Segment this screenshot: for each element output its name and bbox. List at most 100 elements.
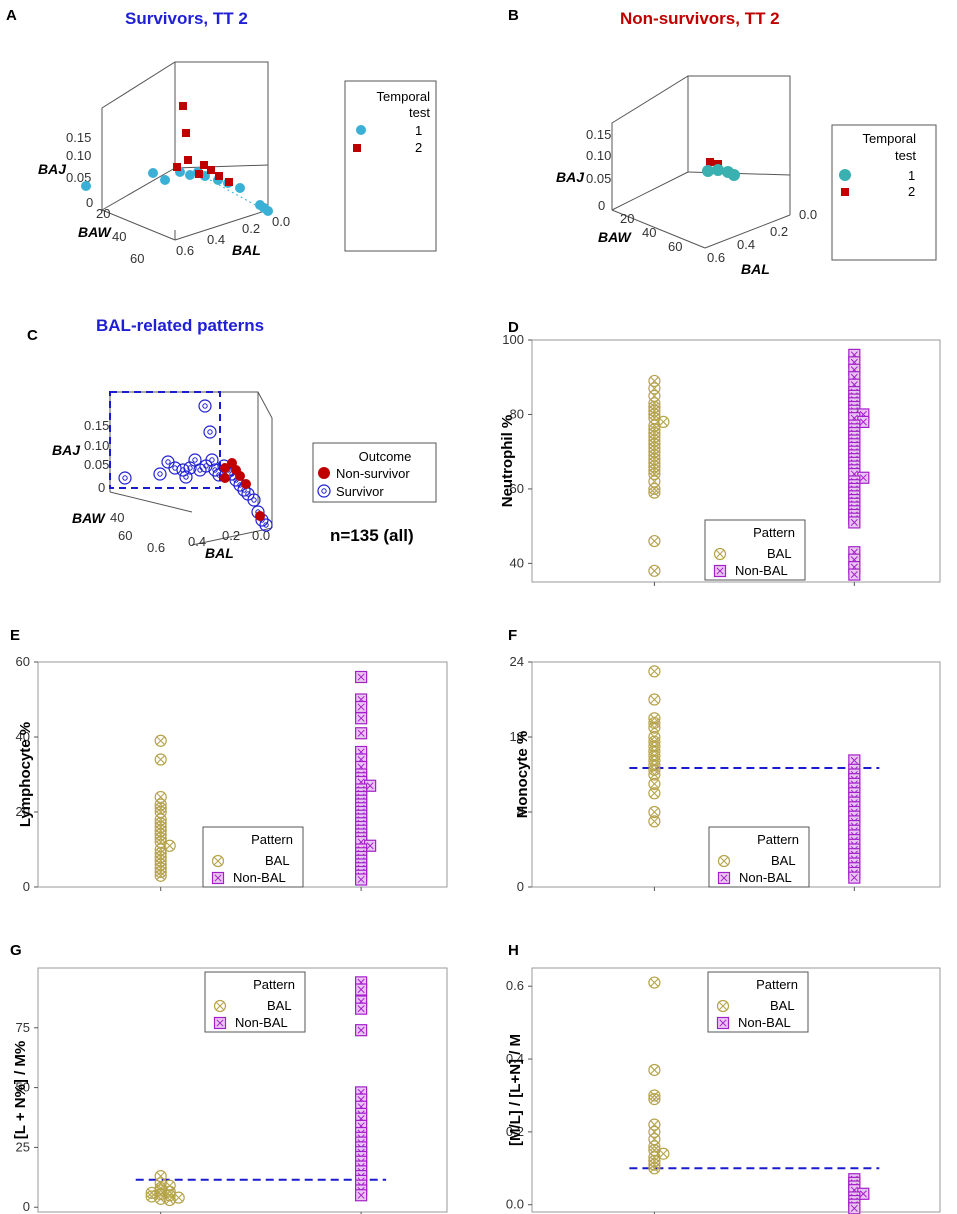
legend-entry: BAL — [767, 546, 792, 561]
tick-label: 0.0 — [799, 207, 817, 222]
tick-label: 0 — [598, 198, 605, 213]
data-point-test2 — [179, 102, 187, 110]
legend-entry: Survivor — [336, 484, 384, 499]
plot-frame — [37, 967, 448, 1213]
tick-label: 0.15 — [586, 127, 611, 142]
legend-entry: Non-BAL — [233, 870, 286, 885]
legend-title: Temporal — [377, 89, 431, 104]
axis-label-baw: BAW — [598, 229, 632, 245]
data-point-test1 — [702, 165, 714, 177]
y-tick-label: 24 — [510, 654, 524, 669]
data-point-bal — [154, 753, 167, 766]
data-point-nonbal — [355, 712, 368, 725]
axis-label-bal: BAL — [205, 545, 234, 561]
legend-entry: Non-BAL — [235, 1015, 288, 1030]
legend-title: test — [409, 105, 430, 120]
data-point-bal — [154, 734, 167, 747]
y-axis-label: Lymphocyte % — [17, 722, 34, 827]
tick-label: 0.0 — [252, 528, 270, 543]
data-point-test2 — [182, 129, 190, 137]
data-point-nonbal — [355, 873, 368, 886]
tick-label: 0.2 — [242, 221, 260, 236]
panel-c: C BAL-related patterns 0.15 0.10 0.05 0 … — [27, 316, 437, 561]
data-point-nonbal — [355, 670, 368, 684]
legend-marker-test1 — [356, 125, 366, 135]
panel-c-title: BAL-related patterns — [96, 316, 264, 335]
panel-label-d: D — [508, 319, 519, 336]
y-tick-label: 40 — [510, 555, 524, 570]
panel-b-legend: Temporal test 1 2 — [831, 124, 937, 261]
sample-size-annotation: n=135 (all) — [330, 526, 414, 545]
data-point-test2 — [225, 178, 233, 186]
legend-marker-test1 — [839, 169, 851, 181]
data-point-bal — [648, 1063, 661, 1077]
legend-title: Pattern — [756, 977, 798, 992]
data-point-nonbal — [355, 700, 368, 714]
legend-entry: Non-BAL — [735, 563, 788, 578]
panel-e: E 0 20 40 60 Lymphocyte % Pattern BAL Non-BAL — [10, 627, 448, 894]
legend-entry: 2 — [908, 184, 915, 199]
y-tick-label: 25 — [16, 1139, 30, 1154]
y-tick-label: 100 — [502, 332, 524, 347]
data-point-nonsurvivor — [235, 471, 245, 481]
data-point-bal — [648, 564, 661, 577]
tick-label: 0.4 — [207, 232, 225, 247]
legend-marker-nonbal — [211, 871, 225, 885]
legend-entry: BAL — [771, 853, 796, 868]
tick-label: 0.2 — [770, 224, 788, 239]
tick-label: 0.10 — [586, 148, 611, 163]
panel-a-3d-box — [101, 61, 269, 241]
data-point-test1 — [148, 168, 158, 178]
y-tick-label: 60 — [16, 654, 30, 669]
y-tick-label: 20 — [16, 804, 30, 819]
legend-entry: Non-BAL — [739, 870, 792, 885]
data-point-nonbal — [848, 568, 861, 581]
panel-d: D 40 60 80 100 Neutrophil % Pattern BAL Non-BAL — [499, 319, 941, 586]
panel-c-points — [118, 399, 273, 532]
tick-label: 0.10 — [66, 148, 91, 163]
dashed-selection-box — [109, 391, 221, 489]
data-point-survivor — [198, 399, 212, 413]
axis-label-baj: BAJ — [556, 169, 585, 185]
data-point-test2 — [195, 170, 203, 178]
tick-label: 0.05 — [586, 171, 611, 186]
legend: Pattern BAL Non-BAL — [204, 971, 306, 1033]
tick-label: 0.15 — [84, 418, 109, 433]
y-tick-label: 80 — [510, 406, 524, 421]
data-point-test1 — [728, 169, 740, 181]
y-tick-label: 0 — [23, 1199, 30, 1214]
legend-marker-nonbal — [717, 871, 731, 885]
y-tick-label: 0.6 — [506, 978, 524, 993]
panel-label-e: E — [10, 627, 20, 644]
data-point-bal — [648, 693, 661, 706]
legend-entry: BAL — [770, 998, 795, 1013]
data-point-test1 — [185, 170, 195, 180]
tick-label: 20 — [96, 206, 110, 221]
data-point-test1 — [81, 181, 91, 191]
tick-label: 0.4 — [188, 534, 206, 549]
panel-b-ticks: 0.15 0.10 0.05 0 20 40 60 0.6 0.4 0.2 0.… — [586, 127, 817, 265]
tick-label: 0.05 — [84, 457, 109, 472]
tick-label: 0 — [86, 195, 93, 210]
axis-label-baj: BAJ — [52, 442, 81, 458]
panel-a-title: Survivors, TT 2 — [125, 9, 248, 28]
tick-label: 40 — [110, 510, 124, 525]
panel-h: H 0.0 0.2 0.4 0.6 [M/L] / [L+N] / M Pattern BAL… — [506, 942, 941, 1214]
y-tick-label: 0.2 — [506, 1124, 524, 1139]
panel-b-3d-box — [611, 75, 791, 249]
legend-title: Outcome — [359, 449, 412, 464]
legend-marker-nonbal — [716, 1016, 730, 1030]
y-tick-label: 0 — [23, 879, 30, 894]
data-point-test2 — [184, 156, 192, 164]
legend-marker-nonbal — [713, 564, 727, 578]
tick-label: 0.15 — [66, 130, 91, 145]
data-point-test1 — [235, 183, 245, 193]
plot-frame — [531, 339, 941, 583]
panel-c-legend: Outcome Non-survivor Survivor — [312, 442, 437, 503]
panel-a-legend: Temporal test 1 2 — [344, 80, 437, 252]
legend: Pattern BAL Non-BAL — [708, 826, 810, 888]
data-point-test2 — [207, 166, 215, 174]
axis-label-bal: BAL — [741, 261, 770, 277]
tick-label: 0.0 — [272, 214, 290, 229]
